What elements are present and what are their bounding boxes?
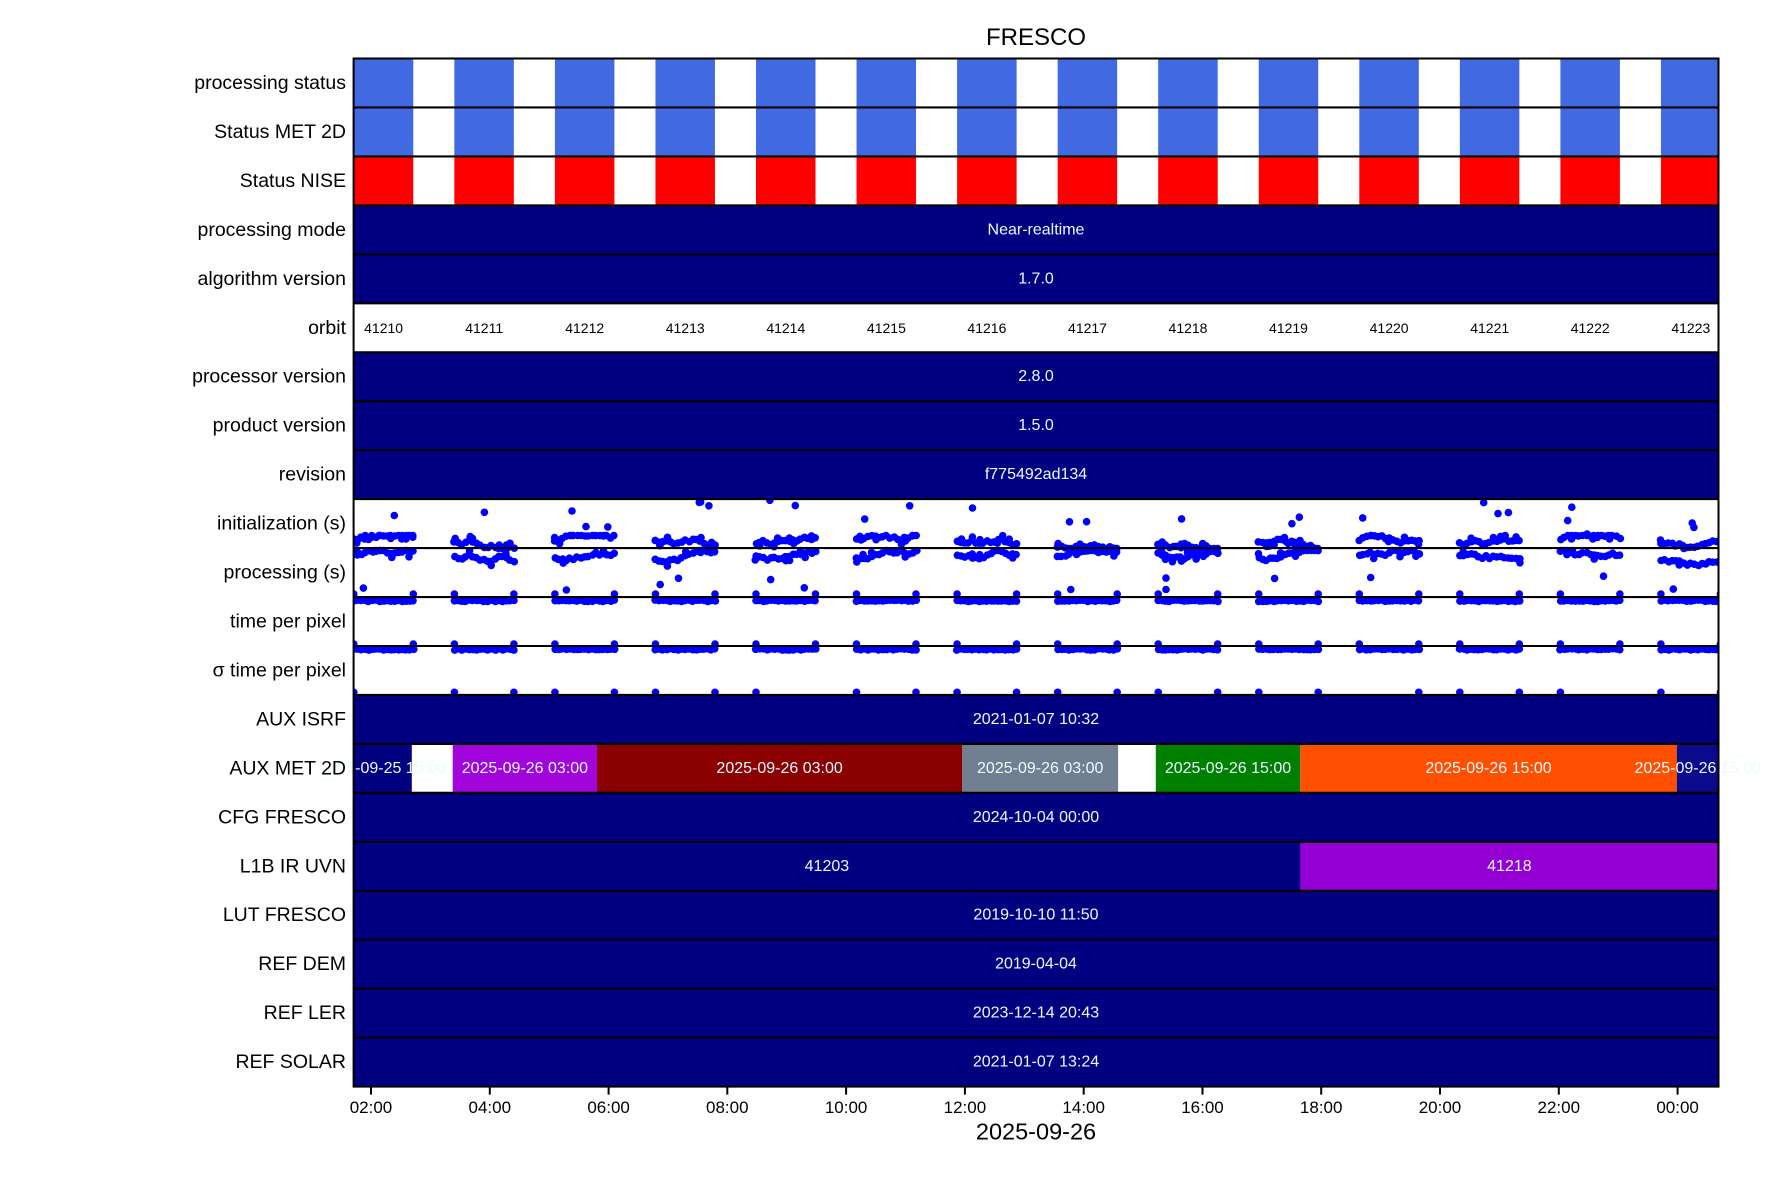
svg-text:18:00: 18:00 xyxy=(1300,1098,1343,1117)
svg-text:41210: 41210 xyxy=(364,320,403,336)
svg-text:2025-09-26 15:00: 2025-09-26 15:00 xyxy=(1425,760,1551,777)
svg-text:CFG FRESCO: CFG FRESCO xyxy=(218,806,346,828)
svg-text:revision: revision xyxy=(279,464,346,486)
svg-text:41218: 41218 xyxy=(1169,320,1208,336)
svg-text:08:00: 08:00 xyxy=(706,1098,749,1117)
svg-text:REF DEM: REF DEM xyxy=(258,953,346,975)
svg-text:22:00: 22:00 xyxy=(1538,1098,1581,1117)
svg-text:L1B IR UVN: L1B IR UVN xyxy=(240,855,346,877)
svg-text:41216: 41216 xyxy=(967,320,1006,336)
svg-text:2025-09-26 03:00: 2025-09-26 03:00 xyxy=(716,760,842,777)
svg-text:2025-09-26 15:00: 2025-09-26 15:00 xyxy=(1165,760,1291,777)
svg-text:AUX MET 2D: AUX MET 2D xyxy=(229,757,346,779)
svg-text:processing (s): processing (s) xyxy=(224,562,346,584)
svg-text:41217: 41217 xyxy=(1068,320,1107,336)
svg-text:41222: 41222 xyxy=(1571,320,1610,336)
svg-text:orbit: orbit xyxy=(308,317,347,339)
svg-text:41211: 41211 xyxy=(465,320,503,336)
svg-text:41223: 41223 xyxy=(1671,320,1710,336)
svg-text:2025-09-25 15:00: 2025-09-25 15:00 xyxy=(320,760,446,777)
svg-text:41212: 41212 xyxy=(565,320,604,336)
svg-text:2.8.0: 2.8.0 xyxy=(1018,368,1054,385)
svg-text:2019-04-04: 2019-04-04 xyxy=(995,956,1077,973)
svg-text:2021-01-07 13:24: 2021-01-07 13:24 xyxy=(973,1054,1099,1071)
svg-text:f775492ad134: f775492ad134 xyxy=(985,466,1087,483)
svg-text:20:00: 20:00 xyxy=(1419,1098,1462,1117)
svg-text:2019-10-10 11:50: 2019-10-10 11:50 xyxy=(973,907,1098,924)
svg-text:1.7.0: 1.7.0 xyxy=(1018,270,1054,287)
svg-text:2024-10-04 00:00: 2024-10-04 00:00 xyxy=(973,809,1099,826)
svg-text:2025-09-26 15:00: 2025-09-26 15:00 xyxy=(1635,760,1761,777)
svg-text:2021-01-07 10:32: 2021-01-07 10:32 xyxy=(973,711,1099,728)
svg-text:Near-realtime: Near-realtime xyxy=(988,221,1085,238)
svg-text:processing status: processing status xyxy=(194,72,346,94)
svg-text:06:00: 06:00 xyxy=(587,1098,630,1117)
svg-text:2025-09-26 03:00: 2025-09-26 03:00 xyxy=(977,760,1103,777)
svg-text:processor version: processor version xyxy=(192,366,346,388)
svg-text:2025-09-26 03:00: 2025-09-26 03:00 xyxy=(462,760,588,777)
svg-text:41214: 41214 xyxy=(766,320,805,336)
svg-text:time per pixel: time per pixel xyxy=(230,611,346,633)
svg-text:LUT FRESCO: LUT FRESCO xyxy=(223,904,346,926)
svg-text:σ time per pixel: σ time per pixel xyxy=(213,660,346,682)
svg-text:02:00: 02:00 xyxy=(350,1098,393,1117)
svg-text:algorithm version: algorithm version xyxy=(198,268,346,290)
svg-text:04:00: 04:00 xyxy=(469,1098,512,1117)
svg-text:41203: 41203 xyxy=(805,858,850,875)
svg-text:41219: 41219 xyxy=(1269,320,1308,336)
svg-text:product version: product version xyxy=(213,415,346,437)
svg-text:16:00: 16:00 xyxy=(1181,1098,1224,1117)
svg-text:processing mode: processing mode xyxy=(198,219,347,241)
svg-text:41221: 41221 xyxy=(1470,320,1509,336)
svg-text:41218: 41218 xyxy=(1487,858,1532,875)
svg-text:00:00: 00:00 xyxy=(1656,1098,1699,1117)
svg-text:41213: 41213 xyxy=(666,320,705,336)
svg-text:AUX ISRF: AUX ISRF xyxy=(256,708,346,730)
svg-text:initialization (s): initialization (s) xyxy=(217,513,346,535)
svg-text:REF LER: REF LER xyxy=(264,1002,346,1024)
svg-text:2023-12-14 20:43: 2023-12-14 20:43 xyxy=(973,1005,1099,1022)
svg-text:FRESCO: FRESCO xyxy=(986,24,1086,51)
svg-text:41215: 41215 xyxy=(867,320,906,336)
svg-text:2025-09-26: 2025-09-26 xyxy=(976,1119,1096,1145)
svg-text:Status NISE: Status NISE xyxy=(240,170,346,192)
svg-text:1.5.0: 1.5.0 xyxy=(1018,417,1054,434)
svg-text:41220: 41220 xyxy=(1370,320,1409,336)
svg-text:Status MET 2D: Status MET 2D xyxy=(214,121,346,143)
svg-text:14:00: 14:00 xyxy=(1062,1098,1105,1117)
svg-text:REF SOLAR: REF SOLAR xyxy=(235,1051,346,1073)
svg-text:10:00: 10:00 xyxy=(825,1098,868,1117)
svg-text:12:00: 12:00 xyxy=(944,1098,987,1117)
